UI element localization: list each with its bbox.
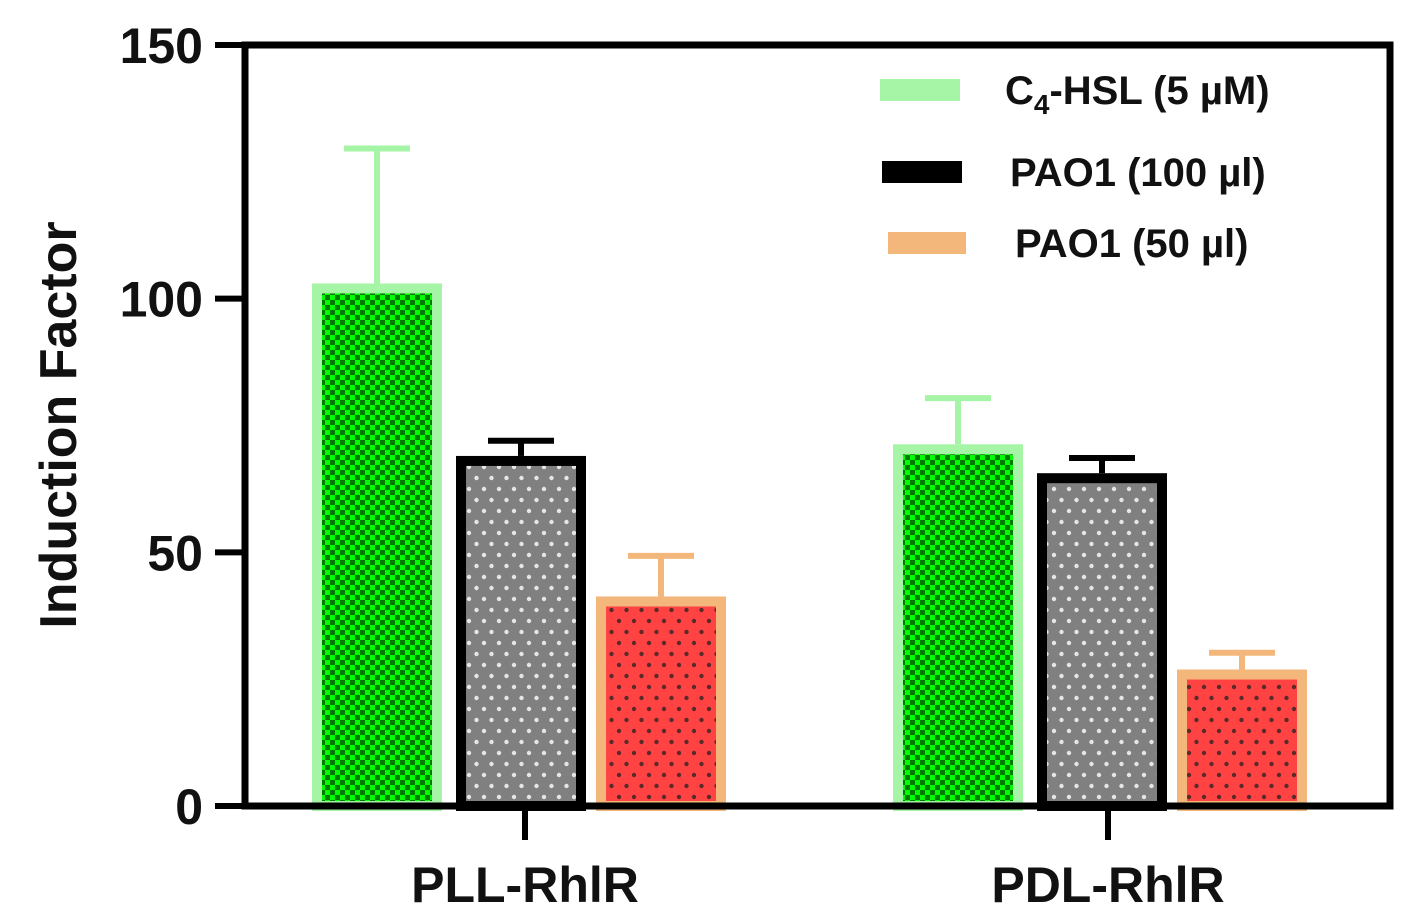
y-tick-label: 100 bbox=[120, 272, 203, 328]
plot-frame bbox=[241, 41, 1394, 810]
legend-label: C4-HSL (5 µM) bbox=[1005, 69, 1270, 120]
bar-pdl-rhlr-series-1 bbox=[893, 444, 1023, 811]
y-axis: 0 50 100 150 bbox=[120, 18, 245, 835]
legend-swatch bbox=[882, 161, 962, 183]
legend-label: PAO1 (100 µl) bbox=[1010, 151, 1266, 195]
bar-pdl-rhlr-series-2 bbox=[1037, 473, 1167, 811]
bar-pll-rhlr-series-3 bbox=[596, 596, 726, 811]
x-axis: PLL-RhlR PDL-RhlR bbox=[411, 806, 1225, 913]
legend: C4-HSL (5 µM) PAO1 (100 µl) PAO1 (50 µl) bbox=[880, 69, 1270, 266]
bar-pdl-rhlr-series-3 bbox=[1177, 669, 1307, 812]
legend-swatch bbox=[880, 79, 960, 101]
legend-label: PAO1 (50 µl) bbox=[1015, 222, 1248, 266]
x-tick-label: PDL-RhlR bbox=[991, 857, 1224, 913]
bar-pll-rhlr-series-1 bbox=[312, 283, 442, 811]
y-tick-label: 50 bbox=[147, 525, 203, 581]
y-tick-label: 150 bbox=[120, 18, 203, 74]
bars-group bbox=[312, 283, 1307, 812]
error-bars-group bbox=[344, 145, 1275, 670]
y-axis-title: Induction Factor bbox=[30, 221, 88, 628]
bar-pll-rhlr-series-2 bbox=[456, 455, 586, 811]
y-tick-label: 0 bbox=[175, 779, 203, 835]
legend-swatch bbox=[888, 232, 966, 254]
x-tick-label: PLL-RhlR bbox=[411, 857, 639, 913]
